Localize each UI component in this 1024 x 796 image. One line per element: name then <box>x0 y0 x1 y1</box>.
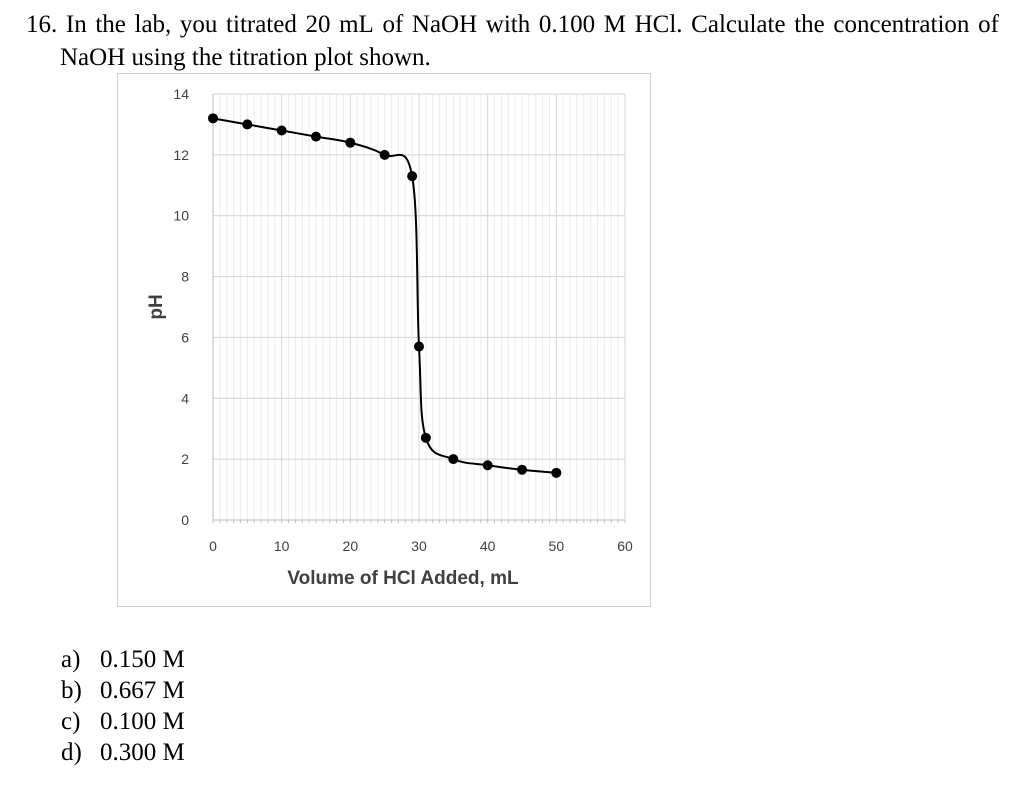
data-point <box>517 464 527 475</box>
data-point <box>276 125 287 136</box>
question-text: 16. In the lab, you titrated 20 mL of Na… <box>26 8 1006 74</box>
data-point <box>208 113 218 124</box>
x-tick-label: 30 <box>411 538 427 554</box>
answer-choice-d[interactable]: d) 0.300 M <box>61 737 185 768</box>
x-tick-label: 0 <box>209 538 217 554</box>
x-tick-label: 10 <box>274 538 290 554</box>
question-word: 20 <box>305 11 331 38</box>
question-word: 0.100 <box>538 11 596 38</box>
y-tick-label: 12 <box>173 147 189 163</box>
answer-text: 0.100 M <box>100 708 185 735</box>
y-tick-label: 14 <box>173 86 189 102</box>
question-word: In <box>65 11 87 38</box>
question-number: 16. <box>26 11 58 38</box>
data-point <box>420 432 431 443</box>
x-tick-label: 20 <box>343 538 359 554</box>
y-tick-label: 2 <box>181 451 189 467</box>
answer-letter: d) <box>61 739 82 766</box>
answer-choice-a[interactable]: a) 0.150 M <box>61 644 185 675</box>
answer-choices: a) 0.150 M b) 0.667 M c) 0.100 M d) 0.30… <box>61 644 185 768</box>
data-point <box>414 341 424 352</box>
question-line-1: 16. In the lab, you titrated 20 mL of Na… <box>26 8 999 41</box>
question-word: the <box>95 11 126 38</box>
x-axis-label: Volume of HCl Added, mL <box>287 568 519 589</box>
x-tick-label: 60 <box>617 538 633 554</box>
y-axis-label: pH <box>146 294 167 319</box>
answer-text: 0.300 M <box>100 739 185 766</box>
question-word: of <box>978 11 999 38</box>
answer-text: 0.150 M <box>100 646 185 673</box>
data-point <box>551 467 562 478</box>
question-line-2: NaOH using the titration plot shown. <box>60 44 431 71</box>
chart-svg: 0 10 20 30 40 50 60 0 2 4 6 8 10 12 14 Volume of HCl Ad… <box>146 86 633 589</box>
y-tick-label: 8 <box>181 269 189 285</box>
x-tick-label: 40 <box>480 538 496 554</box>
y-tick-label: 0 <box>181 512 189 528</box>
question-word: with <box>485 11 531 38</box>
data-point <box>448 454 459 465</box>
data-point <box>407 171 418 182</box>
data-point <box>482 460 493 471</box>
answer-letter: b) <box>61 677 82 704</box>
question-word: the <box>794 11 825 38</box>
question-word: M <box>603 11 626 38</box>
y-tick-label: 4 <box>181 390 189 406</box>
data-point <box>311 131 321 142</box>
question-word: you <box>179 11 218 38</box>
question-word: HCl. <box>634 11 683 38</box>
question-word: NaOH <box>411 11 478 38</box>
answer-letter: c) <box>61 708 81 735</box>
question-word: lab, <box>134 11 172 38</box>
data-point <box>242 119 253 130</box>
question-word: of <box>382 11 404 38</box>
answer-text: 0.667 M <box>100 677 185 704</box>
answer-choice-c[interactable]: c) 0.100 M <box>61 706 185 737</box>
y-tick-label: 6 <box>181 329 189 345</box>
answer-letter: a) <box>61 646 81 673</box>
x-tick-label: 50 <box>549 538 565 554</box>
question-word: Calculate <box>691 11 786 38</box>
question-word: concentration <box>833 11 970 38</box>
data-point <box>379 149 390 160</box>
data-point <box>345 137 356 148</box>
answer-choice-b[interactable]: b) 0.667 M <box>61 675 185 706</box>
question-word: titrated <box>226 11 297 38</box>
titration-chart: 0 10 20 30 40 50 60 0 2 4 6 8 10 12 14 Volume of HCl Ad… <box>117 73 651 607</box>
y-tick-label: 10 <box>173 208 189 224</box>
question-word: mL <box>339 11 374 38</box>
